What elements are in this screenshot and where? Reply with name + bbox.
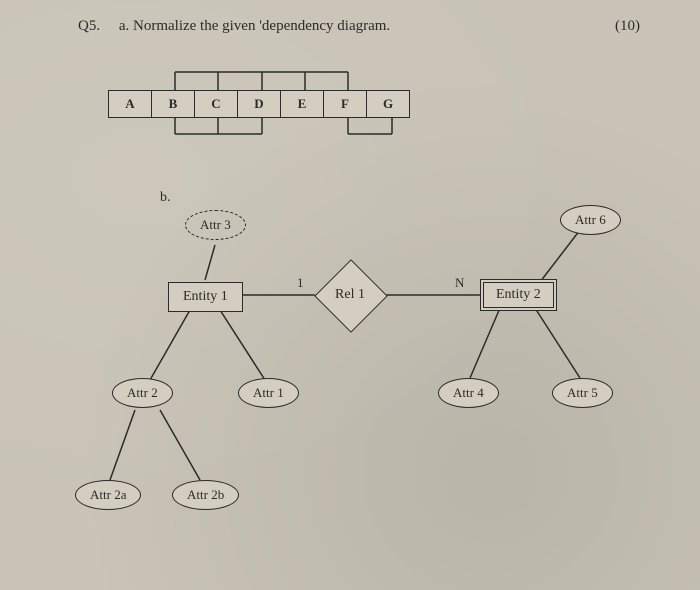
rel1-diamond: Rel 1	[315, 260, 385, 330]
part-b-label: b.	[160, 190, 171, 206]
attr1-oval: Attr 1	[238, 378, 299, 408]
dep-cell: F	[324, 91, 367, 117]
entity1-box: Entity 1	[168, 282, 243, 312]
attr4-oval: Attr 4	[438, 378, 499, 408]
dep-cell: E	[281, 91, 324, 117]
question-number: Q5.	[78, 18, 100, 34]
entity2-label: Entity 2	[483, 282, 554, 308]
attr3-oval-derived: Attr 3	[185, 210, 246, 240]
attr6-oval: Attr 6	[560, 205, 621, 235]
dep-cell: C	[195, 91, 238, 117]
dependency-table: A B C D E F G	[108, 90, 410, 118]
question-points: (10)	[615, 18, 640, 35]
question-header: Q5. a. Normalize the given 'dependency d…	[78, 18, 390, 35]
attr2b-oval: Attr 2b	[172, 480, 239, 510]
entity2-box-weak: Entity 2	[480, 279, 557, 311]
part-a-text: a. Normalize the given 'dependency diagr…	[119, 18, 390, 34]
dep-cell: D	[238, 91, 281, 117]
dep-cell: A	[109, 91, 152, 117]
cardinality-right: N	[455, 275, 464, 291]
dep-cell: B	[152, 91, 195, 117]
dep-cell: G	[367, 91, 409, 117]
attr2a-oval: Attr 2a	[75, 480, 141, 510]
rel1-label: Rel 1	[315, 260, 385, 330]
attr5-oval: Attr 5	[552, 378, 613, 408]
cardinality-left: 1	[297, 275, 304, 291]
attr2-oval: Attr 2	[112, 378, 173, 408]
